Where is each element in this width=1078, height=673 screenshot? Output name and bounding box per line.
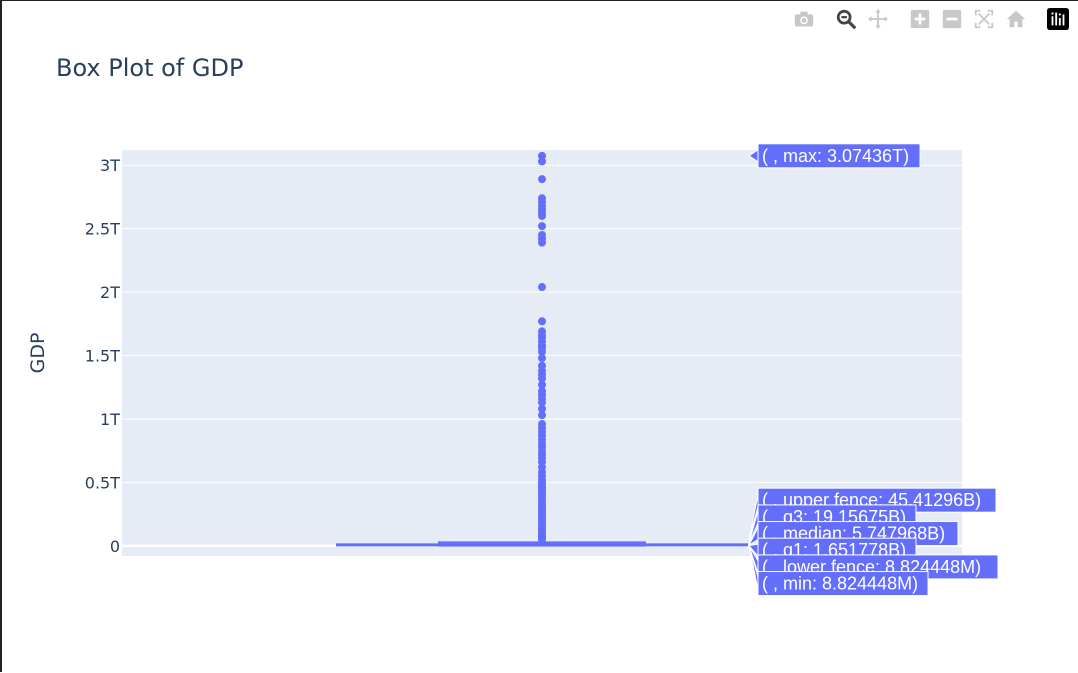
zoom-button[interactable] bbox=[834, 7, 858, 31]
outlier-point[interactable] bbox=[538, 411, 546, 420]
outlier-point[interactable] bbox=[538, 157, 546, 166]
outlier-points[interactable] bbox=[538, 151, 546, 544]
y-tick-label: 1.5T bbox=[85, 347, 120, 366]
chart-title: Box Plot of GDP bbox=[56, 54, 243, 82]
y-axis-label: GDP bbox=[27, 333, 49, 374]
hover-label-max: ( , max: 3.07436T) bbox=[748, 143, 921, 169]
outlier-point[interactable] bbox=[538, 380, 546, 389]
y-tick-label: 3T bbox=[100, 156, 120, 175]
pan-button[interactable] bbox=[866, 7, 890, 31]
outlier-point[interactable] bbox=[538, 222, 546, 231]
camera-button[interactable] bbox=[792, 7, 816, 31]
y-tick-label: 2.5T bbox=[85, 220, 120, 239]
y-tick-label: 0 bbox=[110, 537, 120, 556]
camera-icon bbox=[794, 11, 814, 27]
pan-icon bbox=[867, 8, 889, 30]
outlier-point[interactable] bbox=[538, 354, 546, 363]
zoom-out-icon bbox=[942, 9, 962, 29]
outlier-point[interactable] bbox=[538, 535, 546, 544]
outlier-point[interactable] bbox=[538, 347, 546, 356]
autoscale-button[interactable] bbox=[972, 7, 996, 31]
outlier-point[interactable] bbox=[538, 317, 546, 326]
svg-text:( , max: 3.07436T): ( , max: 3.07436T) bbox=[762, 146, 909, 166]
zoom-out-button[interactable] bbox=[940, 7, 964, 31]
y-tick-label: 1T bbox=[100, 410, 120, 429]
reset-axes-button[interactable] bbox=[1004, 7, 1028, 31]
zoom-icon bbox=[836, 9, 856, 29]
outlier-point[interactable] bbox=[538, 398, 546, 407]
outlier-point[interactable] bbox=[538, 283, 546, 292]
outlier-point[interactable] bbox=[538, 374, 546, 383]
outlier-point[interactable] bbox=[538, 404, 546, 413]
outlier-point[interactable] bbox=[538, 238, 546, 247]
y-tick-label: 2T bbox=[100, 283, 120, 302]
autoscale-icon bbox=[974, 9, 994, 29]
home-icon bbox=[1006, 10, 1026, 28]
zoom-in-icon bbox=[910, 9, 930, 29]
outlier-point[interactable] bbox=[538, 175, 546, 184]
outlier-point[interactable] bbox=[538, 151, 546, 160]
hover-labels: ( , max: 3.07436T)( , upper fence: 45.41… bbox=[747, 143, 999, 597]
outlier-point[interactable] bbox=[538, 211, 546, 220]
zoom-in-button[interactable] bbox=[908, 7, 932, 31]
y-tick-label: 0.5T bbox=[85, 473, 120, 492]
modebar bbox=[788, 4, 1074, 34]
hover-label-min: ( , min: 8.824448M) bbox=[748, 545, 929, 597]
plotly-logo-icon bbox=[1047, 8, 1069, 30]
svg-text:( , min: 8.824448M): ( , min: 8.824448M) bbox=[762, 574, 918, 594]
plotly-logo-button[interactable] bbox=[1046, 7, 1070, 31]
y-axis-ticks: 0 0.5T 1T 1.5T 2T 2.5T 3T bbox=[85, 156, 120, 556]
